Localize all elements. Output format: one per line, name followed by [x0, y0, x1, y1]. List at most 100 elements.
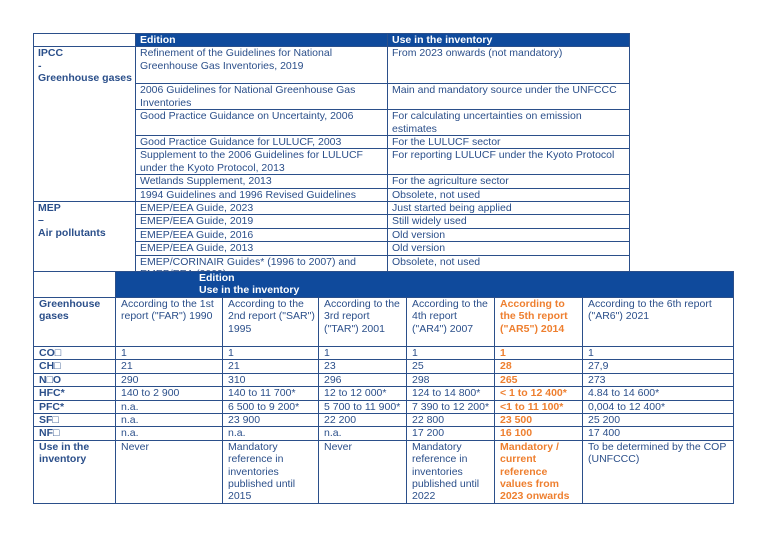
gas-name: CH□	[33, 359, 116, 374]
gas-name: HFC*	[33, 386, 116, 401]
gwp-value-ar5: <1 to 11 100*	[494, 399, 583, 415]
use-cell: From 2023 onwards (not mandatory)	[387, 46, 630, 85]
gwp-value: 140 to 11 700*	[222, 386, 319, 401]
gwp-value: 7 390 to 12 200*	[406, 399, 495, 415]
gwp-value: n.a.	[115, 426, 223, 441]
gwp-values-table: Edition Use in the inventory Greenhouse …	[33, 271, 735, 504]
edition-cell: Supplement to the 2006 Guidelines for LU…	[135, 148, 388, 176]
use-cell: Main and mandatory source under the UNFC…	[387, 83, 630, 111]
gwp-value: 1	[581, 345, 735, 361]
edition-cell: EMEP/EEA Guide, 2023	[135, 201, 388, 216]
gwp-value: 4.84 to 14 600*	[581, 386, 735, 401]
gwp-value: 25	[406, 359, 495, 374]
column-tar: According to the 3rd report ("TAR") 2001	[318, 297, 407, 347]
use-value: Never	[318, 439, 407, 504]
gwp-value: 12 to 12 000*	[318, 386, 407, 401]
gwp-value-ar5: < 1 to 12 400*	[494, 386, 583, 401]
group-ipcc-dash: -	[38, 59, 42, 72]
edition-cell: EMEP/EEA Guide, 2019	[135, 214, 388, 229]
column-far: According to the 1st report ("FAR") 1990	[115, 297, 223, 347]
gwp-value: 22 200	[318, 413, 407, 428]
use-value: Mandatory reference in inventories publi…	[406, 439, 495, 504]
gwp-value: 17 400	[581, 426, 735, 441]
edition-cell: EMEP/EEA Guide, 2016	[135, 227, 388, 243]
header-edition: Edition	[199, 272, 235, 285]
use-cell: For the LULUCF sector	[387, 135, 630, 150]
column-sar: According to the 2nd report ("SAR") 1995	[222, 297, 319, 347]
header-blank-cell	[33, 32, 136, 48]
gwp-value: 140 to 2 900	[115, 386, 223, 401]
gwp-value: 27,9	[581, 359, 735, 374]
gwp-value: 1	[318, 345, 407, 361]
group-ipcc-name: IPCC	[38, 47, 64, 60]
gwp-value-ar5: 23 500	[494, 413, 583, 428]
gwp-value: 290	[115, 372, 223, 388]
column-ar6: According to the 6th report ("AR6") 2021	[581, 297, 735, 347]
edition-cell: Wetlands Supplement, 2013	[135, 174, 388, 189]
edition-cell: 1994 Guidelines and 1996 Revised Guideli…	[135, 187, 388, 203]
gas-name: PFC*	[33, 399, 116, 415]
group-mep: MEP – Air pollutants	[33, 201, 136, 282]
group-ipcc: IPCC - Greenhouse gases	[33, 46, 136, 203]
use-value: To be determined by the COP (UNFCCC)	[581, 439, 735, 504]
header-blank-cell	[33, 271, 116, 298]
gas-name: CO□	[33, 345, 116, 361]
use-value: Never	[115, 439, 223, 504]
gwp-value: 1	[222, 345, 319, 361]
gwp-value: 0,004 to 12 400*	[581, 399, 735, 415]
use-cell: For calculating uncertainties on emissio…	[387, 109, 630, 137]
use-cell: Still widely used	[387, 214, 630, 229]
gwp-value: 25 200	[581, 413, 735, 428]
gwp-value: 310	[222, 372, 319, 388]
use-cell: For the agriculture sector	[387, 174, 630, 189]
gwp-value-ar5: 1	[494, 345, 583, 361]
gwp-value-ar5: 16 100	[494, 426, 583, 441]
edition-cell: EMEP/EEA Guide, 2013	[135, 241, 388, 256]
use-cell: Obsolete, not used	[387, 187, 630, 203]
gwp-value-ar5: 28	[494, 359, 583, 374]
header-edition: Edition	[135, 32, 388, 48]
use-cell: For reporting LULUCF under the Kyoto Pro…	[387, 148, 630, 176]
gwp-value: 22 800	[406, 413, 495, 428]
use-cell: Just started being applied	[387, 201, 630, 216]
column-ar4: According to the 4th report ("AR4") 2007	[406, 297, 495, 347]
gwp-value: 124 to 14 800*	[406, 386, 495, 401]
gwp-value: 273	[581, 372, 735, 388]
gwp-value: 5 700 to 11 900*	[318, 399, 407, 415]
edition-cell: 2006 Guidelines for National Greenhouse …	[135, 83, 388, 111]
group-ipcc-desc: Greenhouse gases	[38, 72, 132, 85]
group-mep-name: MEP	[38, 202, 61, 215]
gwp-value: 21	[222, 359, 319, 374]
column-ar5: According to the 5th report ("AR5") 2014	[494, 297, 583, 347]
ipcc-emep-guidelines-table: Edition Use in the inventory IPCC - Gree…	[33, 32, 630, 282]
group-mep-dash: –	[38, 214, 44, 227]
gwp-value: 296	[318, 372, 407, 388]
use-cell: Old version	[387, 241, 630, 256]
gwp-value: 298	[406, 372, 495, 388]
gwp-value: n.a.	[318, 426, 407, 441]
use-cell: Old version	[387, 227, 630, 243]
edition-cell: Good Practice Guidance for LULUCF, 2003	[135, 135, 388, 150]
row-header-greenhouse-gases: Greenhouse gases	[33, 297, 116, 347]
gwp-value: 1	[115, 345, 223, 361]
gas-name: N□O	[33, 372, 116, 388]
gwp-value: 17 200	[406, 426, 495, 441]
group-mep-desc: Air pollutants	[38, 226, 106, 239]
gas-name: NF□	[33, 426, 116, 441]
gwp-value: 23	[318, 359, 407, 374]
use-row-label: Use in the inventory	[33, 439, 116, 504]
header-edition-use: Edition Use in the inventory	[114, 271, 735, 298]
gwp-value: 6 500 to 9 200*	[222, 399, 319, 415]
gwp-value: 21	[115, 359, 223, 374]
use-value: Mandatory reference in inventories publi…	[222, 439, 319, 504]
edition-cell: Refinement of the Guidelines for Nationa…	[135, 46, 388, 85]
gwp-value-ar5: 265	[494, 372, 583, 388]
edition-cell: Good Practice Guidance on Uncertainty, 2…	[135, 109, 388, 137]
use-value-ar5: Mandatory / current reference values fro…	[494, 439, 583, 504]
header-use: Use in the inventory	[387, 32, 630, 48]
header-use: Use in the inventory	[199, 284, 300, 297]
gwp-value: n.a.	[115, 399, 223, 415]
gwp-value: n.a.	[222, 426, 319, 441]
gas-name: SF□	[33, 413, 116, 428]
gwp-value: 1	[406, 345, 495, 361]
